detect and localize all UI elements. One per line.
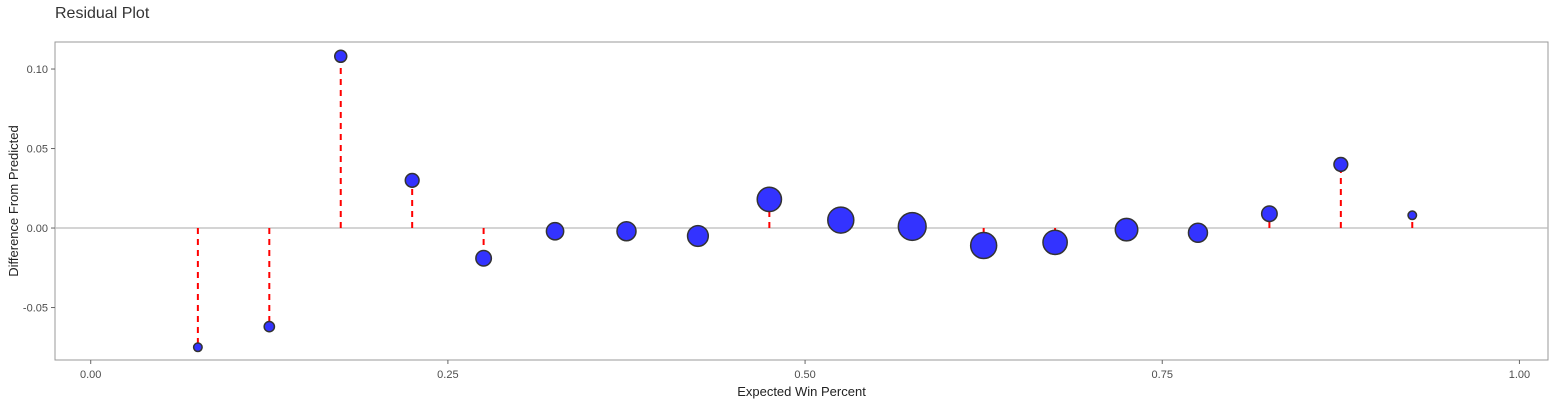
plot-panel-border	[54, 41, 1549, 361]
x-axis-title: Expected Win Percent	[737, 384, 866, 399]
data-point	[263, 320, 276, 333]
y-tick-label: -0.05	[23, 303, 48, 315]
y-tick-label: 0.10	[27, 64, 48, 76]
x-tick-label: 0.00	[80, 369, 101, 381]
y-tick-label: 0.00	[27, 223, 48, 235]
data-point	[545, 221, 565, 241]
x-tick-label: 0.50	[794, 369, 815, 381]
chart-title: Residual Plot	[55, 5, 150, 22]
data-point	[827, 206, 855, 234]
y-axis-title: Difference From Predicted	[6, 125, 21, 277]
data-point	[1187, 222, 1209, 244]
data-point	[686, 224, 710, 248]
data-point	[897, 211, 927, 242]
data-point	[1407, 210, 1418, 221]
data-point	[404, 172, 420, 188]
data-point	[1114, 217, 1139, 242]
x-tick-label: 0.25	[437, 369, 458, 381]
plot-marks: 0.00 0.25 0.50 0.75 1.00 -0.05 0.00 0.05 0.10	[23, 41, 1549, 381]
data-point	[969, 231, 998, 260]
data-point	[475, 249, 493, 267]
data-point	[1260, 205, 1278, 223]
data-point	[616, 220, 637, 242]
data-point	[1333, 156, 1349, 173]
data-point	[192, 342, 203, 353]
x-tick-label: 0.75	[1152, 369, 1173, 381]
data-point	[756, 186, 783, 213]
x-tick-label: 1.00	[1509, 369, 1530, 381]
data-point	[1042, 229, 1068, 256]
data-point	[333, 49, 348, 64]
y-tick-label: 0.05	[27, 144, 48, 156]
